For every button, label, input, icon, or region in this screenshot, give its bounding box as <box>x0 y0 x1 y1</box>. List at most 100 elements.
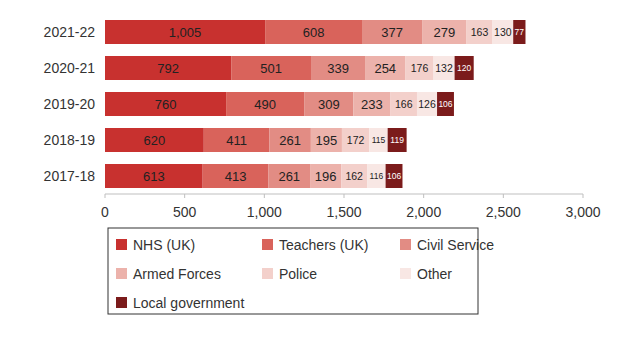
data-label: 261 <box>279 133 301 148</box>
bar-segment <box>434 56 455 80</box>
legend-label: Other <box>417 266 452 282</box>
bar-segment <box>226 92 304 116</box>
bar-segment <box>105 56 231 80</box>
data-label: 115 <box>372 135 386 145</box>
data-label: 613 <box>143 169 165 184</box>
bar-segment <box>231 56 311 80</box>
bar-segment <box>105 92 226 116</box>
data-label: 620 <box>144 133 166 148</box>
category-label: 2017-18 <box>44 168 96 184</box>
data-label: 166 <box>395 98 413 110</box>
data-label: 132 <box>435 62 453 74</box>
bar-segment <box>422 20 466 44</box>
bar-segment <box>311 56 365 80</box>
bar-segment <box>391 92 417 116</box>
data-label: 106 <box>387 171 401 181</box>
data-label: 254 <box>374 61 396 76</box>
x-tick-label: 3,000 <box>565 204 600 220</box>
data-labels: 1,00560837727916313077792501339254176132… <box>143 25 524 184</box>
bar-segment <box>386 164 403 188</box>
legend-swatch <box>400 268 411 279</box>
data-label: 119 <box>390 135 404 145</box>
bar-segment <box>105 128 204 152</box>
x-tick-label: 1,500 <box>326 204 361 220</box>
bar-segment <box>455 56 474 80</box>
data-label: 233 <box>361 97 383 112</box>
bar-segment <box>367 164 385 188</box>
legend-swatch <box>116 268 127 279</box>
bar-segment <box>310 164 341 188</box>
data-label: 608 <box>303 25 325 40</box>
legend-swatch <box>116 297 127 308</box>
category-label: 2020-21 <box>44 60 96 76</box>
bar-segment <box>311 128 342 152</box>
data-label: 126 <box>418 98 436 110</box>
bar-segment <box>406 56 434 80</box>
data-label: 106 <box>438 99 452 109</box>
legend: NHS (UK)Teachers (UK)Civil ServiceArmed … <box>108 228 494 314</box>
legend-label: Armed Forces <box>133 266 221 282</box>
bar-segment <box>304 92 353 116</box>
bar-segment <box>365 56 405 80</box>
legend-swatch <box>262 239 273 250</box>
bar-segment <box>265 20 362 44</box>
legend-label: Local government <box>133 295 244 311</box>
bar-segment <box>342 128 369 152</box>
chart: 0 500 1,000 1,500 2,000 2,500 3,000 2021-22 2020… <box>0 0 634 339</box>
x-tick <box>344 194 345 198</box>
bar-segment <box>437 92 454 116</box>
legend-swatch <box>116 239 127 250</box>
legend-swatch <box>400 239 411 250</box>
bar-segment <box>362 20 422 44</box>
data-label: 1,005 <box>169 25 202 40</box>
data-label: 501 <box>260 61 282 76</box>
data-label: 163 <box>471 26 489 38</box>
data-label: 172 <box>347 134 365 146</box>
x-tick-label: 2,500 <box>486 204 521 220</box>
bar-segment <box>203 164 269 188</box>
x-tick-label: 0 <box>101 204 109 220</box>
x-tick <box>583 194 584 198</box>
data-label: 162 <box>345 170 363 182</box>
bar-segment <box>388 128 407 152</box>
category-label: 2021-22 <box>44 24 96 40</box>
data-label: 116 <box>370 171 384 181</box>
data-label: 195 <box>316 133 338 148</box>
data-label: 760 <box>155 97 177 112</box>
legend-label: Teachers (UK) <box>279 237 368 253</box>
category-label: 2019-20 <box>44 96 96 112</box>
x-tick-label: 500 <box>173 204 197 220</box>
data-label: 377 <box>381 25 403 40</box>
legend-label: Police <box>279 266 317 282</box>
bar-segment <box>369 128 387 152</box>
data-label: 130 <box>494 26 512 38</box>
bar-segment <box>268 164 310 188</box>
bar-segment <box>204 128 269 152</box>
data-label: 120 <box>457 63 471 73</box>
data-label: 261 <box>278 169 300 184</box>
data-label: 413 <box>225 169 247 184</box>
data-label: 309 <box>318 97 340 112</box>
data-label: 279 <box>433 25 455 40</box>
legend-label: NHS (UK) <box>133 237 195 253</box>
data-label: 490 <box>254 97 276 112</box>
x-tick-label: 1,000 <box>247 204 282 220</box>
data-label: 339 <box>327 61 349 76</box>
data-label: 196 <box>315 169 337 184</box>
data-label: 176 <box>411 62 429 74</box>
x-tick <box>423 194 424 198</box>
bar-segment <box>341 164 367 188</box>
bar-segment <box>513 20 525 44</box>
x-tick <box>184 194 185 198</box>
x-tick <box>264 194 265 198</box>
data-label: 411 <box>226 133 247 148</box>
bars <box>105 20 525 188</box>
bar-segment <box>467 20 493 44</box>
bar-segment <box>269 128 311 152</box>
bar-segment <box>105 164 203 188</box>
category-label: 2018-19 <box>44 132 96 148</box>
x-tick-label: 2,000 <box>406 204 441 220</box>
bar-segment <box>492 20 513 44</box>
bar-segment <box>105 20 265 44</box>
x-tick <box>503 194 504 198</box>
